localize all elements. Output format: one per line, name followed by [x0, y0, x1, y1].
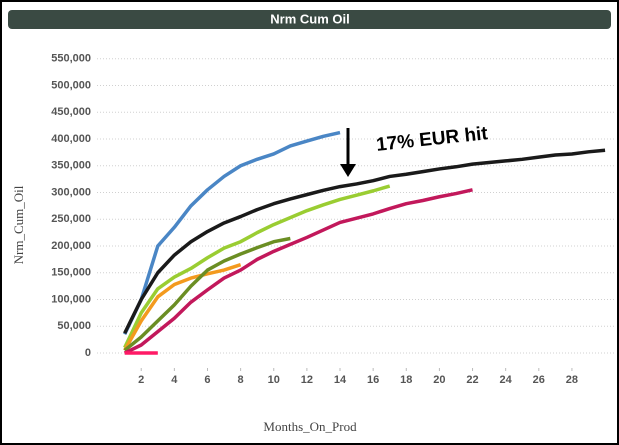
- grid: 0 50,000 100,000 150,000 200,000 250,000 300,0…: [51, 53, 615, 386]
- y-tick-label: 250,000: [51, 213, 91, 225]
- series-line: [123, 130, 341, 336]
- x-tick-label: 22: [466, 374, 478, 386]
- x-tick-label: 18: [400, 374, 412, 386]
- y-tick-label: 450,000: [51, 106, 91, 118]
- y-tick-label: 0: [85, 347, 91, 359]
- series-line: [123, 184, 391, 349]
- y-tick-label: 550,000: [51, 53, 91, 65]
- x-tick-label: 10: [268, 374, 280, 386]
- y-axis-label: Nrm_Cum_Oil: [11, 185, 26, 264]
- y-tick-label: 500,000: [51, 79, 91, 91]
- x-tick-label: 4: [171, 374, 178, 386]
- x-tick-label: 12: [301, 374, 313, 386]
- y-tick-label: 400,000: [51, 133, 91, 145]
- header-bar: [8, 10, 611, 29]
- x-tick-label: 8: [238, 374, 244, 386]
- x-tick-label: 20: [433, 374, 445, 386]
- y-tick-label: 100,000: [51, 293, 91, 305]
- y-tick-label: 50,000: [57, 320, 91, 332]
- x-tick-label: 26: [533, 374, 545, 386]
- series-line: [123, 236, 291, 352]
- lines: [123, 130, 606, 355]
- y-tick-label: 350,000: [51, 160, 91, 172]
- series-line: [123, 263, 242, 352]
- series-line: [123, 188, 473, 355]
- x-tick-label: 2: [138, 374, 144, 386]
- arrow-head: [340, 164, 356, 177]
- y-tick-label: 200,000: [51, 240, 91, 252]
- x-tick-label: 24: [500, 374, 513, 386]
- y-tick-label: 150,000: [51, 267, 91, 279]
- y-tick-label: 300,000: [51, 186, 91, 198]
- chart-title: Nrm Cum Oil: [270, 11, 349, 26]
- x-tick-label: 16: [367, 374, 379, 386]
- series-line: [123, 148, 606, 334]
- x-axis-label: Months_On_Prod: [263, 419, 357, 434]
- x-tick-label: 14: [334, 374, 347, 386]
- x-tick-label: 28: [566, 374, 578, 386]
- x-tick-label: 6: [204, 374, 210, 386]
